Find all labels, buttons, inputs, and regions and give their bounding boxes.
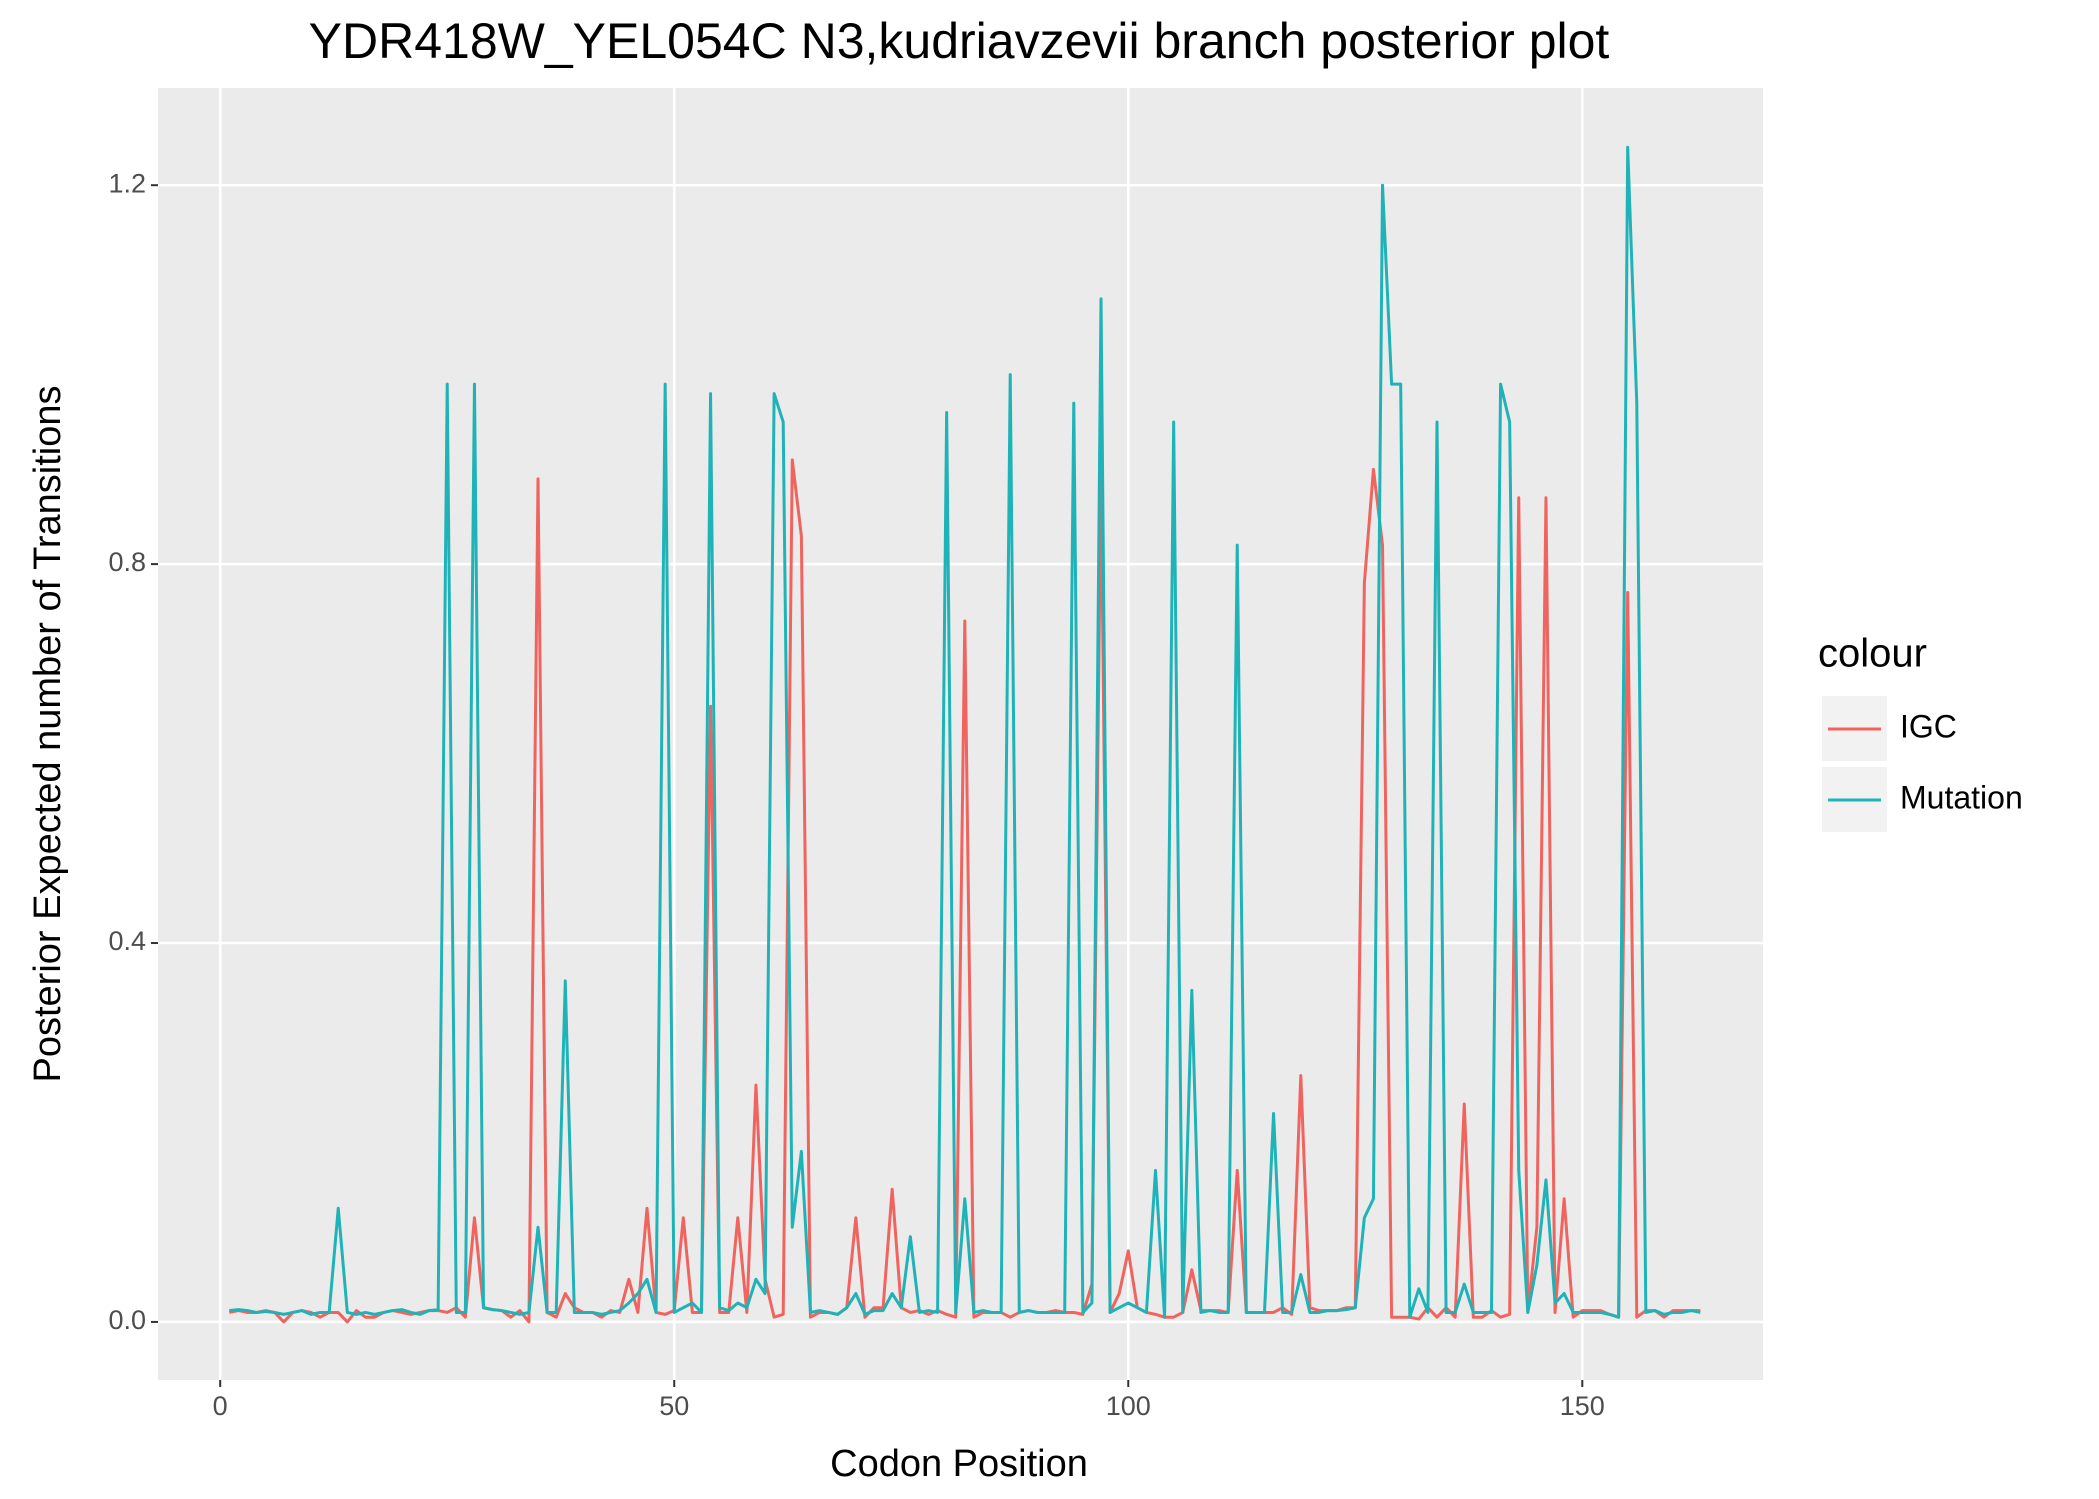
series-line <box>229 145 1701 1319</box>
plot-panel <box>158 88 1763 1380</box>
y-tick-label: 0.4 <box>108 926 146 956</box>
legend-label: Mutation <box>1900 779 2023 815</box>
x-tick-label: 0 <box>213 1391 228 1421</box>
y-tick-label: 1.2 <box>108 168 146 198</box>
x-tick-label: 100 <box>1106 1391 1151 1421</box>
x-axis-title: Codon Position <box>830 1443 1088 1485</box>
legend-label: IGC <box>1900 708 1957 744</box>
legend-title: colour <box>1818 632 1927 676</box>
x-tick-label: 50 <box>659 1391 689 1421</box>
series-line <box>228 458 1701 1324</box>
chart-title: YDR418W_YEL054C N3,kudriavzevii branch p… <box>309 13 1610 69</box>
y-axis-title: Posterior Expected number of Transitions <box>27 385 69 1082</box>
x-tick-label: 150 <box>1560 1391 1605 1421</box>
y-tick-label: 0.8 <box>108 547 146 577</box>
y-tick-label: 0.0 <box>108 1305 146 1335</box>
